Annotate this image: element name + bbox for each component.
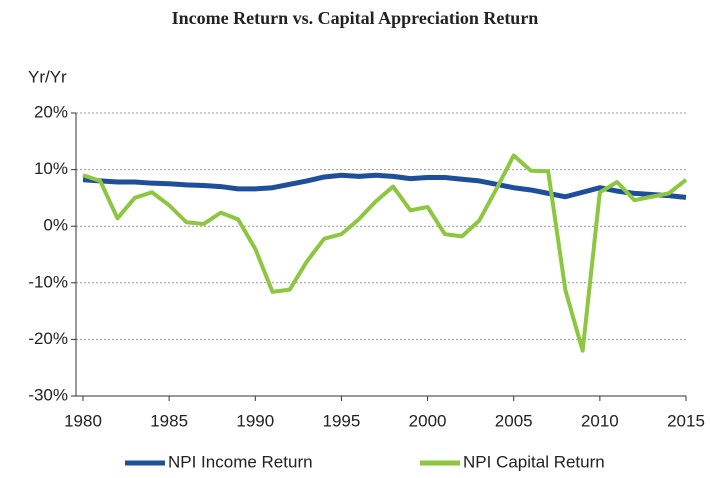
x-tick-label: 1995 — [323, 411, 361, 430]
x-tick-label: 2000 — [409, 411, 447, 430]
series-line — [82, 153, 688, 353]
legend-label: NPI Income Return — [168, 452, 313, 471]
x-tick-label: 1990 — [236, 411, 274, 430]
x-tick-label: 1980 — [64, 411, 102, 430]
x-tick-label: 1985 — [150, 411, 188, 430]
y-axis-label: Yr/Yr — [28, 67, 67, 86]
legend-label: NPI Capital Return — [463, 452, 605, 471]
y-tick-label: 20% — [34, 102, 68, 121]
x-tick-label: 2005 — [495, 411, 533, 430]
chart-title: Income Return vs. Capital Appreciation R… — [172, 8, 539, 28]
y-tick-label: 10% — [34, 159, 68, 178]
y-tick-label: -20% — [28, 329, 68, 348]
x-tick-label: 2010 — [581, 411, 619, 430]
y-tick-label: -10% — [28, 272, 68, 291]
y-tick-label: -30% — [28, 385, 68, 404]
x-tick-label: 2015 — [667, 411, 705, 430]
series-line — [82, 172, 687, 200]
y-tick-label: 0% — [43, 216, 68, 235]
